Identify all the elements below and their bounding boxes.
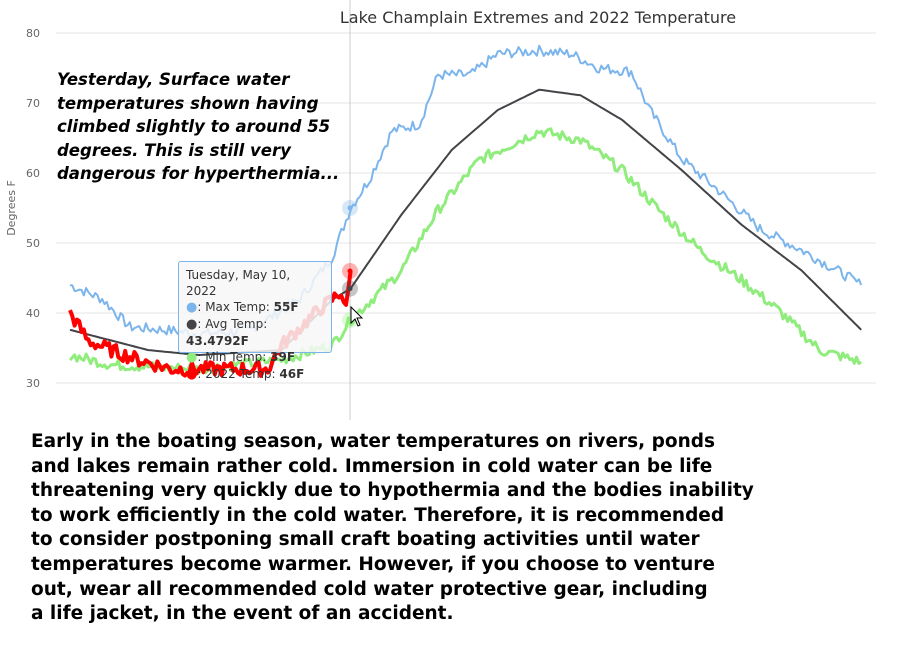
max-dot-icon: ● xyxy=(186,300,198,315)
hover-point xyxy=(347,286,353,292)
y-tick-label: 70 xyxy=(26,97,40,110)
hover-point xyxy=(347,268,353,274)
tooltip-row-max: ●: Max Temp: 55F xyxy=(186,300,299,315)
chart-title: Lake Champlain Extremes and 2022 Tempera… xyxy=(339,8,737,27)
tooltip-row-avg: ●: Avg Temp: 43.4792F xyxy=(186,317,268,348)
tooltip-date: Tuesday, May 10, 2022 xyxy=(186,268,291,298)
cursor-icon xyxy=(350,305,364,327)
y-tick-label: 30 xyxy=(26,377,40,390)
y-tick-label: 40 xyxy=(26,307,40,320)
series-line-avg-temp[interactable] xyxy=(69,88,862,356)
min-dot-icon: ● xyxy=(186,350,198,365)
tooltip-row-min: ●: Min Temp: 39F xyxy=(186,350,296,365)
temperature-chart[interactable]: 30 40 50 60 70 80 Degrees F xyxy=(0,0,914,420)
y-tick-label: 60 xyxy=(26,167,40,180)
safety-paragraph: Early in the boating season, water tempe… xyxy=(31,431,754,625)
chart-tooltip: Tuesday, May 10, 2022 ●: Max Temp: 55F ●… xyxy=(178,261,332,382)
avg-dot-icon: ● xyxy=(186,317,198,332)
hover-point xyxy=(347,205,353,211)
y-axis-label: Degrees F xyxy=(5,180,18,236)
y-tick-label: 50 xyxy=(26,237,40,250)
temp2022-dot-icon: ● xyxy=(186,367,198,382)
annotation-note: Yesterday, Surface water temperatures sh… xyxy=(57,70,340,183)
tooltip-row-2022: ●: 2022 Temp: 46F xyxy=(186,367,305,382)
y-tick-label: 80 xyxy=(26,27,40,40)
